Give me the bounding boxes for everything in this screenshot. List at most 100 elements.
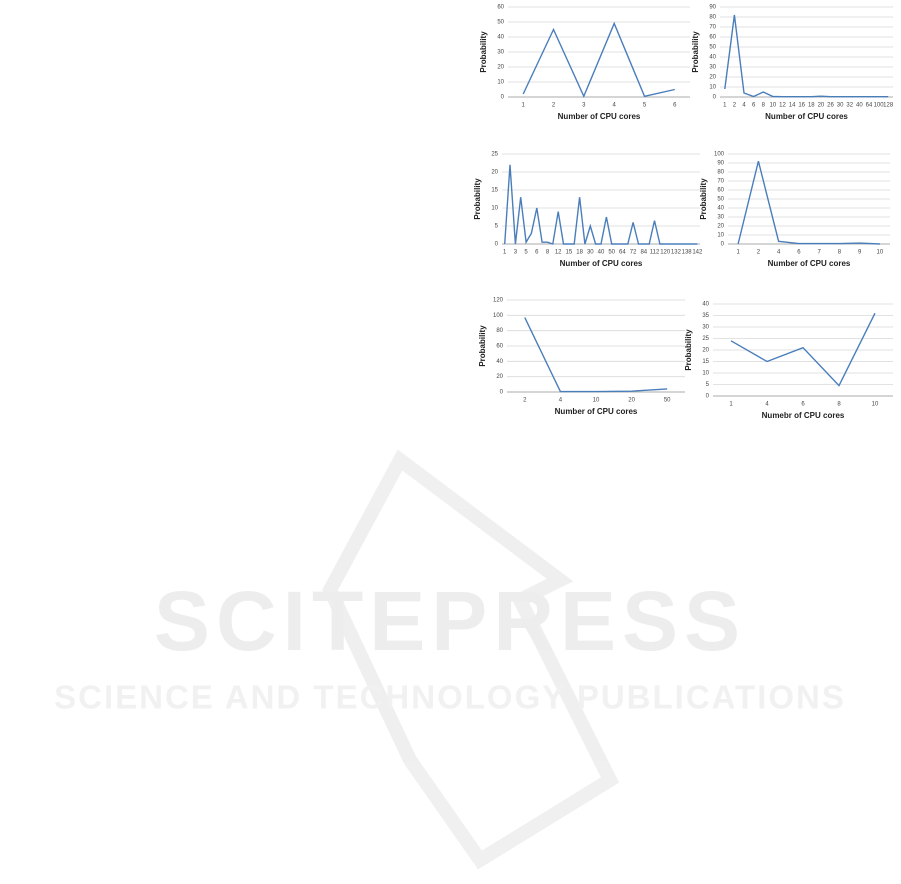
- x-tick-label: 4: [765, 402, 769, 408]
- x-tick-label: 3: [582, 103, 586, 109]
- y-tick-label: 40: [496, 359, 503, 365]
- x-tick-label: 12: [555, 250, 562, 256]
- x-tick-label: 1: [521, 103, 525, 109]
- y-tick-label: 0: [500, 390, 504, 396]
- watermark-logo: [322, 449, 620, 870]
- y-tick-label: 15: [491, 188, 498, 194]
- x-axis-label: Number of CPU cores: [560, 259, 643, 268]
- y-tick-label: 20: [717, 224, 724, 230]
- x-tick-label: 6: [673, 103, 677, 109]
- y-tick-label: 10: [702, 371, 709, 377]
- x-tick-label: 8: [837, 402, 841, 408]
- x-tick-label: 4: [742, 103, 746, 109]
- x-tick-label: 6: [797, 250, 801, 256]
- y-axis-label: Probability: [684, 329, 693, 371]
- data-line: [522, 21, 675, 99]
- x-tick-label: 138: [682, 250, 693, 256]
- y-tick-label: 90: [709, 5, 716, 11]
- y-axis-label: Probability: [691, 31, 700, 73]
- x-tick-label: 50: [608, 250, 615, 256]
- x-tick-label: 3: [514, 250, 518, 256]
- y-tick-label: 60: [709, 35, 716, 41]
- y-tick-label: 15: [702, 359, 709, 365]
- x-tick-label: 2: [733, 103, 737, 109]
- x-tick-label: 10: [877, 250, 884, 256]
- watermark-title: SCITEPRESS: [154, 574, 746, 668]
- x-tick-label: 5: [643, 103, 647, 109]
- x-axis-label: Numebr of CPU cores: [762, 411, 845, 420]
- x-tick-label: 18: [576, 250, 583, 256]
- x-tick-label: 6: [752, 103, 756, 109]
- y-tick-label: 100: [714, 152, 725, 158]
- x-tick-label: 2: [552, 103, 556, 109]
- y-tick-label: 90: [717, 161, 724, 167]
- y-tick-label: 10: [709, 85, 716, 91]
- x-tick-label: 132: [671, 250, 682, 256]
- y-tick-label: 20: [496, 374, 503, 380]
- x-axis-label: Number of CPU cores: [768, 259, 851, 268]
- y-tick-label: 20: [702, 348, 709, 354]
- watermark: SCITEPRESS SCIENCE AND TECHNOLOGY PUBLIC…: [54, 449, 844, 870]
- y-tick-label: 120: [493, 298, 504, 304]
- y-tick-label: 80: [709, 15, 716, 21]
- x-tick-label: 1: [723, 103, 727, 109]
- y-tick-label: 60: [717, 188, 724, 194]
- x-axis-label: Number of CPU cores: [555, 407, 638, 416]
- y-tick-label: 30: [709, 65, 716, 71]
- data-line: [524, 317, 668, 393]
- y-tick-label: 0: [706, 394, 710, 400]
- x-tick-label: 8: [838, 250, 842, 256]
- y-tick-label: 25: [702, 336, 709, 342]
- x-tick-label: 18: [808, 103, 815, 109]
- y-tick-label: 80: [496, 328, 503, 334]
- x-tick-label: 112: [650, 250, 660, 256]
- data-line: [724, 14, 889, 98]
- y-axis-label: Probability: [479, 31, 488, 73]
- y-tick-label: 70: [709, 25, 716, 31]
- x-tick-label: 10: [593, 398, 600, 404]
- x-tick-label: 9: [858, 250, 862, 256]
- data-line: [737, 161, 880, 245]
- y-tick-label: 40: [717, 206, 724, 212]
- x-tick-label: 128: [883, 103, 894, 109]
- x-tick-label: 20: [818, 103, 825, 109]
- y-axis-label: Probability: [473, 178, 482, 220]
- x-tick-label: 30: [837, 103, 844, 109]
- x-tick-label: 7: [817, 250, 821, 256]
- x-tick-label: 1: [729, 402, 733, 408]
- y-axis-label: Probability: [478, 325, 487, 367]
- y-tick-label: 0: [501, 95, 505, 101]
- x-axis-label: Number of CPU cores: [765, 112, 848, 121]
- y-tick-label: 30: [717, 215, 724, 221]
- x-tick-label: 26: [827, 103, 834, 109]
- y-tick-label: 30: [702, 325, 709, 331]
- x-tick-label: 4: [559, 398, 563, 404]
- data-line: [730, 312, 876, 387]
- x-tick-label: 100: [874, 103, 885, 109]
- y-tick-label: 60: [497, 5, 504, 11]
- y-tick-label: 10: [491, 206, 498, 212]
- x-tick-label: 2: [523, 398, 527, 404]
- y-tick-label: 40: [709, 55, 716, 61]
- x-tick-label: 5: [524, 250, 528, 256]
- y-tick-label: 80: [717, 170, 724, 176]
- x-tick-label: 40: [598, 250, 605, 256]
- x-tick-label: 14: [789, 103, 796, 109]
- y-tick-label: 5: [706, 382, 710, 388]
- y-tick-label: 25: [491, 152, 498, 158]
- y-tick-label: 20: [497, 65, 504, 71]
- y-tick-label: 0: [713, 95, 717, 101]
- data-line: [504, 164, 698, 245]
- x-tick-label: 1: [503, 250, 507, 256]
- y-tick-label: 70: [717, 179, 724, 185]
- y-tick-label: 100: [493, 313, 504, 319]
- x-tick-label: 10: [770, 103, 777, 109]
- y-tick-label: 50: [709, 45, 716, 51]
- y-tick-label: 50: [497, 20, 504, 26]
- y-tick-label: 10: [717, 233, 724, 239]
- x-tick-label: 6: [535, 250, 539, 256]
- y-tick-label: 50: [717, 197, 724, 203]
- x-tick-label: 10: [872, 402, 879, 408]
- y-tick-label: 30: [497, 50, 504, 56]
